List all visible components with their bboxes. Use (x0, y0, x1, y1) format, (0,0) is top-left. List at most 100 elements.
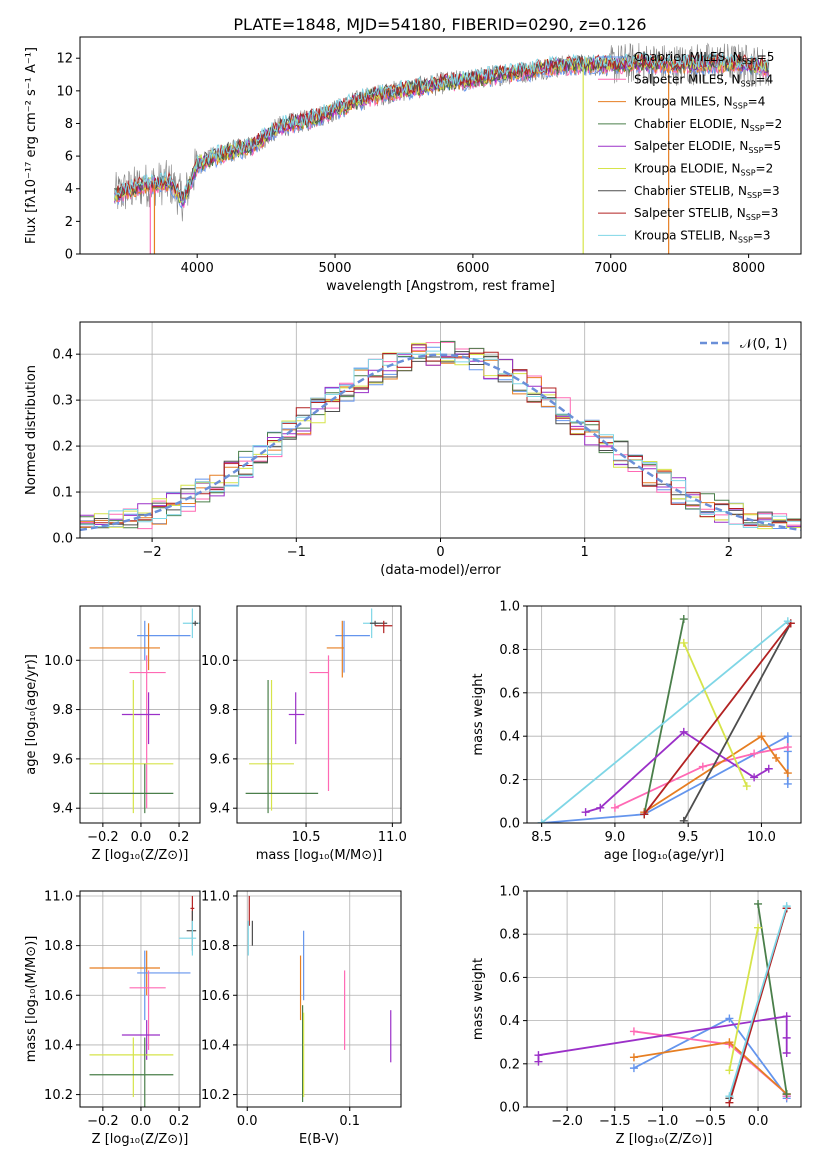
legend-label-sub: SSP (733, 102, 748, 111)
legend-label-tail: =5 (757, 50, 775, 64)
error-point (89, 623, 160, 671)
error-point (179, 920, 197, 956)
weight-series-line (643, 622, 792, 815)
legend-label-sub: SSP (741, 79, 756, 88)
y-tick-label: 10.0 (201, 654, 230, 669)
y-tick-label: 0.1 (52, 486, 73, 501)
legend-label-sub: SSP (738, 235, 753, 244)
error-point (249, 679, 294, 811)
weight-point-marker (725, 1038, 734, 1047)
legend-label: Kroupa STELIB, NSSP=3 (634, 228, 771, 244)
legend-label-sub: SSP (741, 169, 756, 178)
figure-title: PLATE=1848, MJD=54180, FIBERID=0290, z=0… (233, 15, 646, 34)
error-point (245, 679, 319, 814)
legend-label-main: Salpeter ELODIE, N (634, 139, 748, 153)
x-tick-label: −1.5 (599, 1114, 631, 1129)
weight-point-marker (725, 1066, 734, 1075)
x-tick-label: −0.5 (695, 1114, 727, 1129)
age_vs_mass-plot-area (245, 608, 393, 814)
x-tick-label: 8.5 (531, 830, 552, 845)
mass_vs_Z-plot-area (89, 895, 197, 1107)
x-tick-label: 5000 (318, 261, 351, 276)
weight-point-marker (581, 808, 590, 817)
y-tick-label: 10.6 (201, 989, 230, 1004)
y-axis-label: mass weight (471, 673, 486, 755)
y-tick-label: 0.3 (52, 394, 73, 409)
weight-series-line (757, 903, 788, 1095)
weight_vs_age-plot-area (537, 615, 795, 823)
y-tick-label: 9.6 (52, 752, 73, 767)
weight-point-marker (679, 727, 688, 736)
y-tick-label: 0 (65, 248, 73, 263)
x-tick-label: 0.1 (339, 1114, 360, 1129)
weight-point-marker (679, 615, 688, 624)
x-tick-label: 6000 (456, 261, 489, 276)
y-tick-label: 10.2 (44, 1088, 73, 1103)
error-point (121, 1020, 160, 1060)
residuals-panel: 𝒩(0, 1) (76, 321, 802, 542)
legend-label-tail: =4 (756, 72, 774, 86)
y-tick-label: 0.2 (499, 773, 520, 788)
weight-point-marker (742, 782, 751, 791)
spectrum-model-line (114, 53, 769, 203)
y-tick-label: 10.2 (201, 1088, 230, 1103)
y-tick-label: 0.2 (52, 440, 73, 455)
weight-point-marker (782, 1012, 791, 1021)
weight-point-marker (757, 732, 766, 741)
y-tick-label: 10.4 (201, 1038, 230, 1053)
y-tick-label: 11.0 (44, 889, 73, 904)
y-tick-label: 0.0 (499, 1101, 520, 1116)
y-tick-label: 0.8 (499, 928, 520, 943)
legend-label: Chabrier ELODIE, NSSP=2 (634, 117, 782, 133)
residuals-frame (79, 321, 802, 539)
x-tick-label: −0.2 (87, 830, 119, 845)
y-tick-label: 10 (56, 84, 73, 99)
y-tick-label: 9.6 (209, 752, 230, 767)
weight-series-line (643, 734, 789, 813)
weight-point-marker (534, 1051, 543, 1060)
y-tick-label: 1.0 (499, 885, 520, 900)
y-tick-label: 10.4 (44, 1038, 73, 1053)
legend-entry: Kroupa ELODIE, NSSP=2 (598, 162, 773, 178)
legend-label-sub: SSP (748, 146, 763, 155)
weight-point-marker (629, 1064, 638, 1073)
weight-point-marker (679, 638, 688, 647)
legend-label-tail: =4 (748, 95, 766, 109)
mass_vs_EBV-frame (236, 890, 402, 1108)
legend-label-main: Salpeter STELIB, N (634, 206, 746, 220)
weight-point-marker (610, 803, 619, 812)
x-tick-label: −1.0 (647, 1114, 679, 1129)
age_vs_mass-panel (233, 605, 402, 827)
x-axis-label: mass [log₁₀(M/M⊙)] (256, 848, 383, 863)
y-tick-label: 2 (65, 215, 73, 230)
spectrum-model-line (114, 52, 769, 204)
weight_vs_age-panel (523, 605, 802, 827)
x-tick-label: 0.0 (131, 1114, 152, 1129)
y-tick-label: 10.8 (44, 939, 73, 954)
weight-point-marker (725, 1014, 734, 1023)
legend-entry: Kroupa STELIB, NSSP=3 (598, 228, 771, 244)
error-point (89, 1037, 174, 1098)
x-tick-label: 0.2 (169, 830, 190, 845)
x-axis-label: (data-model)/error (380, 563, 501, 578)
legend-label-tail: =2 (756, 162, 774, 176)
weight-series-line (682, 642, 748, 787)
x-axis-label: age [log₁₀(age/yr)] (604, 848, 725, 863)
y-tick-label: 10.6 (44, 989, 73, 1004)
legend-entry: Salpeter ELODIE, NSSP=5 (598, 139, 781, 155)
weight-point-marker (750, 749, 759, 758)
mass_vs_EBV-plot-area (247, 895, 392, 1103)
age_vs_Z-frame (79, 605, 201, 824)
x-tick-label: 0.2 (169, 1114, 190, 1129)
error-point (137, 950, 191, 1021)
y-tick-label: 9.8 (209, 703, 230, 718)
gaussian-legend-label: 𝒩(0, 1) (740, 337, 787, 352)
weight-point-marker (764, 764, 773, 773)
weight-point-marker (537, 819, 546, 823)
age_vs_Z-plot-area (89, 608, 200, 814)
error-point (335, 620, 370, 673)
x-tick-label: 11.0 (378, 830, 407, 845)
y-tick-label: 0.4 (499, 1014, 520, 1029)
weight-point-marker (725, 1092, 734, 1101)
